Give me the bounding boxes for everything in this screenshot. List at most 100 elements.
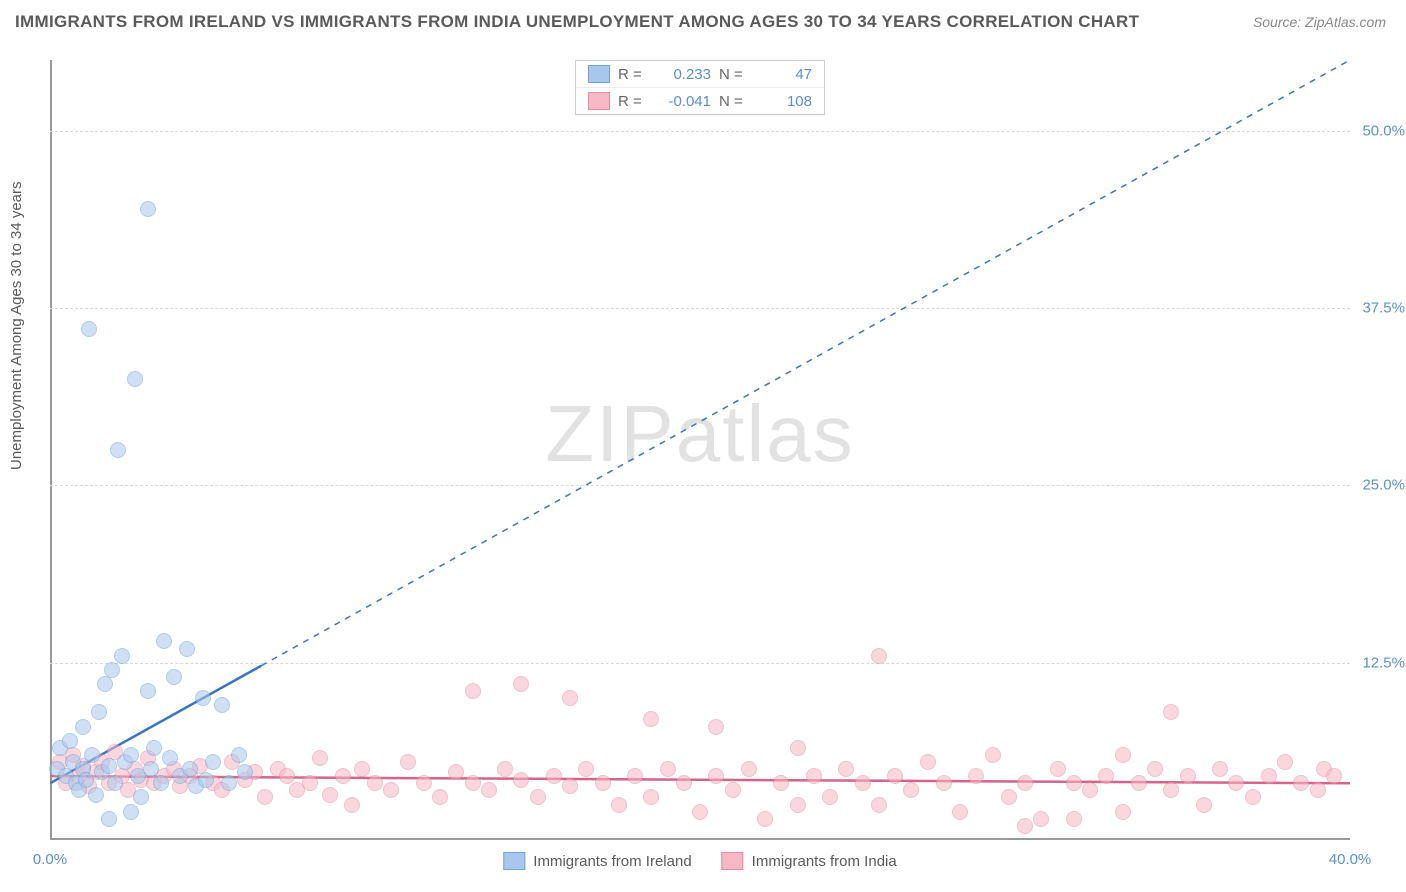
data-point	[416, 775, 432, 791]
data-point	[1115, 747, 1131, 763]
data-point	[146, 740, 162, 756]
data-point	[1033, 811, 1049, 827]
gridline	[50, 485, 1350, 486]
legend-swatch	[503, 852, 525, 870]
data-point	[465, 683, 481, 699]
legend-item: Immigrants from India	[722, 852, 897, 870]
data-point	[140, 201, 156, 217]
data-point	[790, 797, 806, 813]
y-tick-label: 12.5%	[1362, 654, 1405, 671]
data-point	[627, 768, 643, 784]
data-point	[1310, 782, 1326, 798]
data-point	[936, 775, 952, 791]
data-point	[107, 775, 123, 791]
data-point	[448, 764, 464, 780]
data-point	[312, 750, 328, 766]
data-point	[968, 768, 984, 784]
data-point	[822, 789, 838, 805]
data-point	[123, 804, 139, 820]
data-point	[871, 648, 887, 664]
data-point	[221, 775, 237, 791]
x-tick-label: 40.0%	[1329, 851, 1372, 868]
data-point	[1163, 782, 1179, 798]
legend-row: R =0.233N =47	[576, 61, 824, 87]
data-point	[855, 775, 871, 791]
data-point	[513, 772, 529, 788]
data-point	[903, 782, 919, 798]
legend-row: R =-0.041N =108	[576, 87, 824, 114]
data-point	[101, 811, 117, 827]
y-tick-label: 37.5%	[1362, 300, 1405, 317]
data-point	[1180, 768, 1196, 784]
x-tick-label: 0.0%	[33, 851, 67, 868]
data-point	[497, 761, 513, 777]
legend-n-label: N =	[719, 93, 749, 110]
data-point	[231, 747, 247, 763]
data-point	[871, 797, 887, 813]
gridline	[50, 308, 1350, 309]
data-point	[562, 690, 578, 706]
legend-n-value: 108	[757, 93, 812, 110]
data-point	[432, 789, 448, 805]
data-point	[790, 740, 806, 756]
gridline	[50, 131, 1350, 132]
data-point	[725, 782, 741, 798]
data-point	[257, 789, 273, 805]
data-point	[578, 761, 594, 777]
data-point	[806, 768, 822, 784]
data-point	[166, 669, 182, 685]
data-point	[322, 787, 338, 803]
y-tick-label: 50.0%	[1362, 122, 1405, 139]
data-point	[643, 711, 659, 727]
data-point	[400, 754, 416, 770]
legend-series-label: Immigrants from India	[752, 853, 897, 870]
data-point	[757, 811, 773, 827]
data-point	[773, 775, 789, 791]
data-point	[344, 797, 360, 813]
data-point	[838, 761, 854, 777]
data-point	[741, 761, 757, 777]
watermark: ZIPatlas	[545, 388, 854, 480]
data-point	[530, 789, 546, 805]
legend-item: Immigrants from Ireland	[503, 852, 691, 870]
data-point	[367, 775, 383, 791]
data-point	[354, 761, 370, 777]
data-point	[335, 768, 351, 784]
legend-n-label: N =	[719, 66, 749, 83]
data-point	[1115, 804, 1131, 820]
legend-swatch	[588, 92, 610, 110]
data-point	[104, 662, 120, 678]
data-point	[195, 690, 211, 706]
data-point	[127, 371, 143, 387]
data-point	[465, 775, 481, 791]
data-point	[279, 768, 295, 784]
legend-r-label: R =	[618, 66, 648, 83]
data-point	[383, 782, 399, 798]
data-point	[81, 321, 97, 337]
data-point	[123, 747, 139, 763]
data-point	[162, 750, 178, 766]
data-point	[562, 778, 578, 794]
data-point	[1245, 789, 1261, 805]
chart-title: IMMIGRANTS FROM IRELAND VS IMMIGRANTS FR…	[15, 12, 1139, 32]
legend-r-value: -0.041	[656, 93, 711, 110]
data-point	[84, 747, 100, 763]
plot-area: ZIPatlas 12.5%25.0%37.5%50.0% 0.0%40.0% …	[50, 60, 1350, 840]
data-point	[1066, 775, 1082, 791]
data-point	[97, 676, 113, 692]
data-point	[1017, 818, 1033, 834]
data-point	[78, 772, 94, 788]
y-axis-label: Unemployment Among Ages 30 to 34 years	[8, 181, 25, 470]
data-point	[88, 787, 104, 803]
data-point	[643, 789, 659, 805]
data-point	[595, 775, 611, 791]
data-point	[611, 797, 627, 813]
data-point	[62, 733, 78, 749]
data-point	[1082, 782, 1098, 798]
series-legend: Immigrants from Ireland Immigrants from I…	[503, 852, 896, 870]
data-point	[708, 719, 724, 735]
data-point	[708, 768, 724, 784]
data-point	[1228, 775, 1244, 791]
data-point	[660, 761, 676, 777]
gridline	[50, 663, 1350, 664]
